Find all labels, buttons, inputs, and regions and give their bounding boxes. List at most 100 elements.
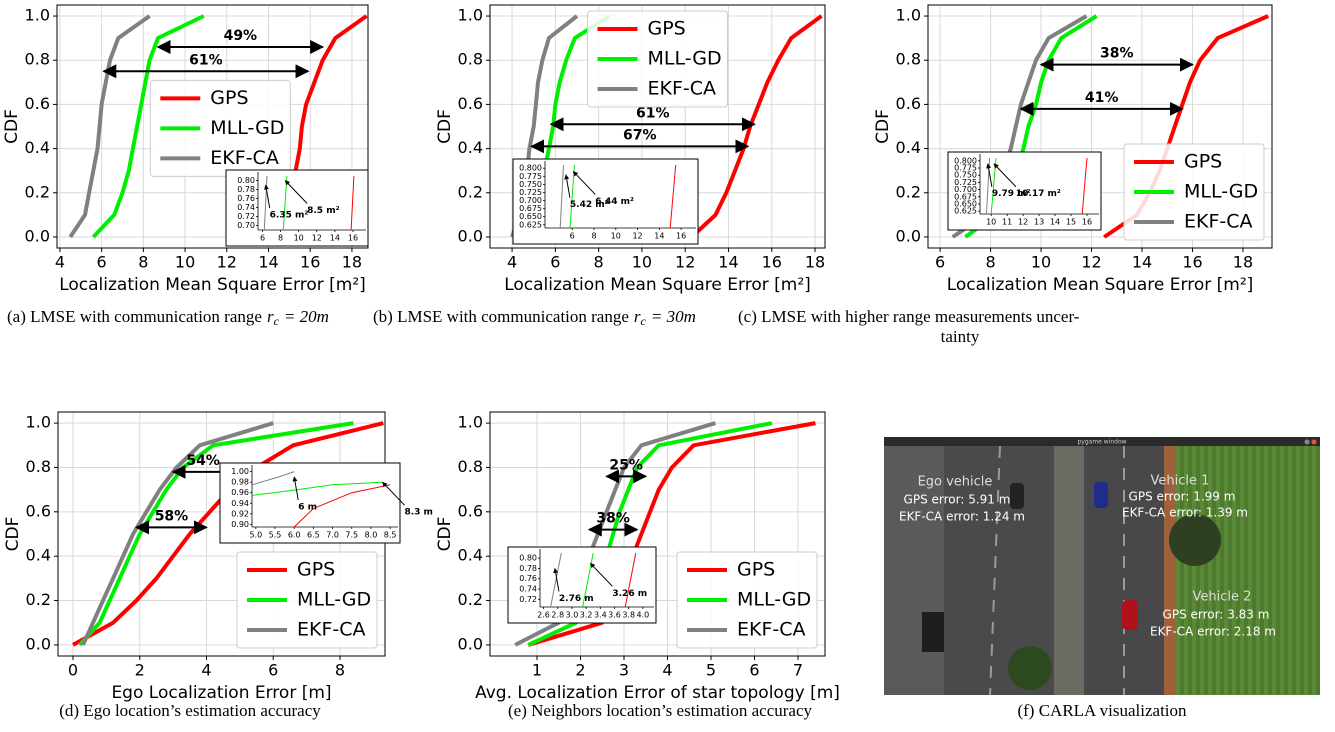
- tree: [1008, 646, 1052, 690]
- x-tick-label: 14: [1132, 253, 1152, 272]
- vehicle-name: Ego vehicle: [918, 475, 993, 490]
- x-tick-label: 2: [575, 661, 585, 680]
- inset-y-tick-label: 0.775: [954, 164, 977, 173]
- y-tick-label: 0.8: [26, 457, 51, 476]
- sidewalk: [884, 446, 944, 695]
- y-axis-label: CDF: [3, 517, 23, 552]
- inset-line: [251, 471, 295, 486]
- annotation-label: 67%: [623, 127, 657, 143]
- annotation-label: 61%: [189, 52, 223, 68]
- x-tick-label: 6: [935, 253, 945, 272]
- window-button[interactable]: [1311, 439, 1317, 445]
- plot-frame: [56, 4, 369, 249]
- legend-box: [149, 79, 291, 177]
- inset-annotation: 5.42 m²: [570, 200, 609, 210]
- car: [1122, 600, 1138, 630]
- legend-label: MLL-GD: [210, 117, 284, 139]
- inset-y-tick-label: 0.74: [519, 585, 537, 594]
- x-tick-label: 12: [217, 253, 237, 272]
- cdf-line: [91, 14, 205, 239]
- legend: GPS MLL-GD EKF-CA: [587, 10, 728, 108]
- y-tick-label: 0.2: [26, 590, 51, 609]
- caption: (a) LMSE with communication range rc = 20m: [7, 307, 329, 328]
- vehicle-name: Vehicle 1: [1151, 474, 1210, 489]
- x-tick-label: 18: [1233, 253, 1253, 272]
- y-tick-label: 0.6: [896, 94, 921, 113]
- x-tick-label: 10: [1031, 253, 1051, 272]
- y-tick-label: 1.0: [896, 6, 921, 25]
- inset-annotation: 6.44 m²: [595, 197, 634, 207]
- x-tick-label: 8: [985, 253, 995, 272]
- inset: 0.90 0.920.94 0.960.98 1.00 5.0 5.5 6.0 6.5 7.0 7…: [219, 462, 433, 544]
- inset-arrow: [292, 476, 299, 500]
- y-tick-label: 0.2: [896, 182, 921, 201]
- legend-box: [587, 10, 728, 108]
- inset-x-tick-label: 10: [986, 218, 996, 227]
- legend-label: EKF-CA: [737, 619, 806, 641]
- legend-label: MLL-GD: [648, 48, 722, 70]
- annotation-label: 49%: [224, 28, 258, 44]
- annotation-label: 54%: [186, 453, 220, 469]
- chart: 0.0 0.2 0.4 0.6 0.8 1.0 4 6 8 10 12 14 16 18 61% 67% GPS…: [435, 4, 826, 295]
- x-tick-label: 6: [550, 253, 560, 272]
- caption-math: = 30m: [651, 307, 696, 326]
- inset-x-tick-label: 2.6: [537, 611, 550, 620]
- inset-arrow: [564, 174, 571, 198]
- inset-line: [669, 164, 677, 229]
- inset-x-tick-label: 16: [676, 232, 686, 241]
- inset-x-tick-label: 8.5: [384, 531, 397, 540]
- inset-arrow: [263, 184, 271, 209]
- inset-arrow: [590, 562, 613, 587]
- legend-box: [1123, 143, 1265, 241]
- legend-label: MLL-GD: [297, 589, 371, 611]
- window-button[interactable]: [1304, 439, 1310, 445]
- caption: (f) CARLA visualization: [1017, 701, 1187, 720]
- y-tick-label: 0.4: [458, 138, 483, 157]
- inset-x-tick-label: 10: [611, 232, 621, 241]
- plot-frame: [927, 4, 1273, 249]
- x-axis-label: Localization Mean Square Error [m²]: [504, 275, 811, 295]
- y-tick-label: 0.0: [458, 226, 483, 245]
- inset-x-tick-label: 15: [1066, 218, 1076, 227]
- inset-x-tick-label: 6: [260, 234, 265, 243]
- inset-y-tick-label: 0.700: [954, 185, 977, 194]
- legend-box: [236, 551, 378, 649]
- y-axis-label: CDF: [435, 517, 455, 552]
- y-tick-label: 0.8: [25, 50, 50, 69]
- x-tick-label: 4: [201, 661, 211, 680]
- caption: (e) Neighbors location’s estimation accu…: [508, 701, 812, 720]
- inset-frame: [225, 169, 369, 247]
- inset-y-tick-label: 0.80: [519, 554, 537, 563]
- inset-y-tick-label: 0.78: [237, 185, 255, 194]
- caption-text: (d) Ego location’s estimation accuracy: [59, 701, 321, 720]
- x-tick-label: 14: [258, 253, 278, 272]
- legend: GPS MLL-GD EKF-CA: [676, 551, 818, 649]
- caption: (b) LMSE with communication range rc = 30m: [373, 307, 696, 328]
- y-tick-label: 0.2: [458, 182, 483, 201]
- inset-x-tick-label: 12: [632, 232, 642, 241]
- x-tick-label: 8: [594, 253, 604, 272]
- ekf-error: EKF-CA error: 1.24 m: [899, 510, 1025, 524]
- gps-error: GPS error: 1.99 m: [1129, 490, 1236, 504]
- inset-y-tick-label: 0.78: [519, 564, 537, 573]
- y-tick-label: 1.0: [26, 413, 51, 432]
- inset-x-tick-label: 13: [1034, 218, 1044, 227]
- caption: tainty: [941, 327, 980, 346]
- x-tick-label: 8: [335, 661, 345, 680]
- y-tick-label: 0.0: [26, 634, 51, 653]
- ekf-error: EKF-CA error: 2.18 m: [1150, 625, 1276, 639]
- legend-label: GPS: [737, 559, 775, 581]
- inset-y-tick-label: 0.76: [519, 574, 537, 583]
- inset-x-tick-label: 11: [1002, 218, 1012, 227]
- inset-annotation: 10.17 m²: [1016, 189, 1061, 199]
- x-axis-label: Localization Mean Square Error [m²]: [59, 275, 366, 295]
- inset-y-tick-label: 0.80: [237, 176, 255, 185]
- x-tick-label: 4: [55, 253, 65, 272]
- inset-frame: [947, 151, 1102, 231]
- y-tick-label: 0.8: [458, 50, 483, 69]
- inset-y-tick-label: 0.74: [237, 203, 255, 212]
- inset-annotation: 8.5 m²: [307, 206, 339, 216]
- caption: (c) LMSE with higher range measurements …: [738, 307, 1080, 326]
- inset: 0.700.720.740.760.780.80 6 8 10 12 14 16 6.35 m…: [225, 169, 369, 247]
- inset-arrow: [382, 481, 405, 506]
